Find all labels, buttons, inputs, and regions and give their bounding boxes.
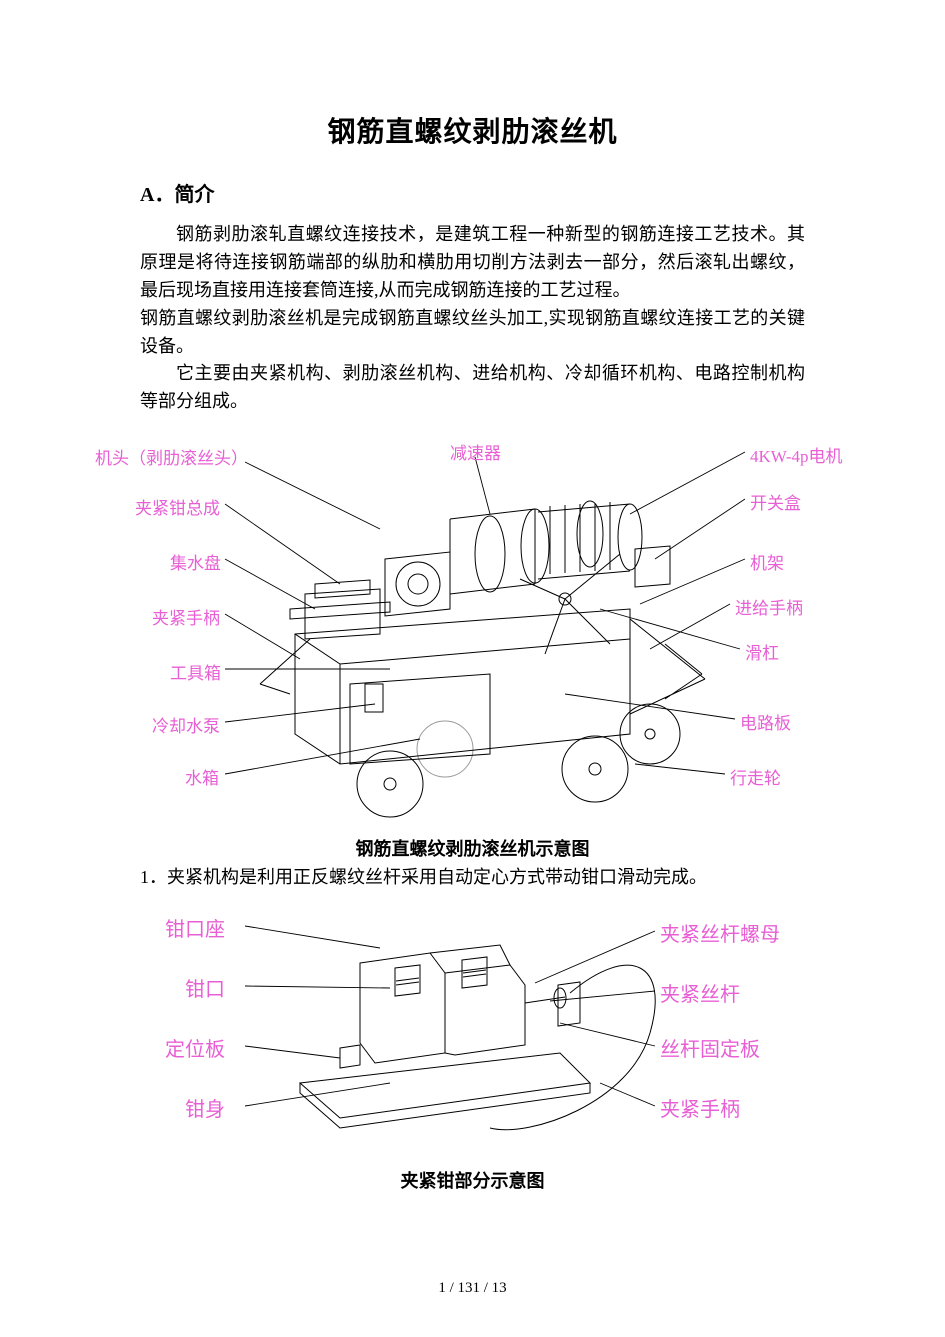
document-page: 钢筋直螺纹剥肋滚丝机 A．简介 钢筋剥肋滚轧直螺纹连接技术，是建筑工程一种新型的… — [0, 0, 945, 1337]
paragraph-1: 钢筋剥肋滚轧直螺纹连接技术，是建筑工程一种新型的钢筋连接工艺技术。其原理是将待连… — [140, 221, 805, 305]
annotation-label: 集水盘 — [170, 549, 221, 574]
annotation-label: 电路板 — [740, 709, 791, 734]
paragraph-3: 它主要由夹紧机构、剥肋滚丝机构、进给机构、冷却循环机构、电路控制机构等部分组成。 — [140, 360, 805, 416]
annotation-label: 定位板 — [165, 1033, 225, 1062]
annotation-label: 丝杆固定板 — [660, 1033, 760, 1062]
annotation-label: 4KW-4p电机 — [750, 442, 843, 467]
annotation-label: 工具箱 — [170, 659, 221, 684]
annotation-label: 钳口 — [185, 973, 225, 1002]
annotation-label: 钳身 — [185, 1093, 225, 1122]
figure-1-machine-diagram: 机头（剥肋滚丝头） 夹紧钳总成集水盘夹紧手柄工具箱冷却水泵水箱 减速器 4KW-4p电… — [90, 434, 850, 829]
annotation-label: 夹紧手柄 — [660, 1093, 740, 1122]
annotation-label: 机架 — [750, 549, 784, 574]
annotation-label: 减速器 — [450, 439, 501, 464]
annotation-label: 夹紧丝杆 — [660, 978, 740, 1007]
body-text: 钢筋剥肋滚轧直螺纹连接技术，是建筑工程一种新型的钢筋连接工艺技术。其原理是将待连… — [140, 221, 805, 416]
annotation-label: 夹紧丝杆螺母 — [660, 918, 780, 947]
annotation-label: 钳口座 — [165, 913, 225, 942]
annotation-label: 机头（剥肋滚丝头） — [95, 444, 248, 469]
annotation-label: 夹紧手柄 — [152, 604, 220, 629]
annotation-label: 进给手柄 — [735, 594, 803, 619]
section-a-heading: A．简介 — [140, 178, 805, 207]
figure-2-caption: 夹紧钳部分示意图 — [140, 1167, 805, 1193]
annotation-label: 滑杠 — [745, 639, 779, 664]
page-title: 钢筋直螺纹剥肋滚丝机 — [140, 110, 805, 150]
list-item-1: 1．夹紧机构是利用正反螺纹丝杆采用自动定心方式带动钳口滑动完成。 — [140, 863, 805, 889]
annotation-label: 开关盒 — [750, 489, 801, 514]
paragraph-2: 钢筋直螺纹剥肋滚丝机是完成钢筋直螺纹丝头加工,实现钢筋直螺纹连接工艺的关键设备。 — [140, 305, 805, 361]
annotation-label: 夹紧钳总成 — [135, 494, 220, 519]
annotation-label: 行走轮 — [730, 764, 781, 789]
page-footer: 1 / 131 / 13 — [0, 1280, 945, 1297]
figure-2-clamp-diagram: 钳口座钳口定位板钳身 夹紧丝杆螺母夹紧丝杆丝杆固定板夹紧手柄 — [90, 893, 850, 1153]
annotation-label: 冷却水泵 — [152, 712, 220, 737]
figure-1-caption: 钢筋直螺纹剥肋滚丝机示意图 — [140, 835, 805, 861]
annotation-label: 水箱 — [185, 764, 219, 789]
